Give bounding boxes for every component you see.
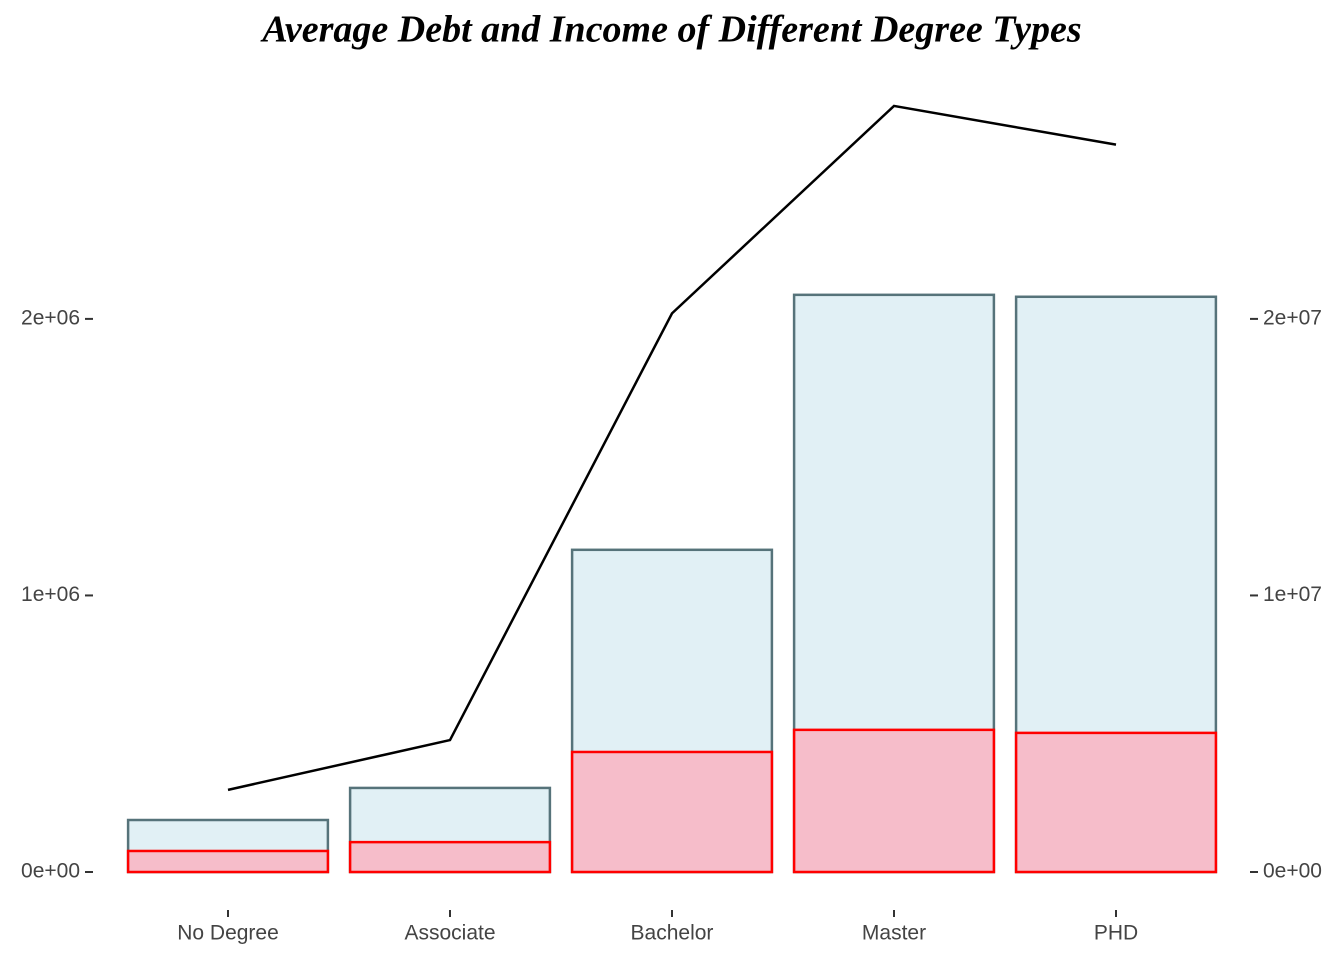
bar — [792, 728, 996, 874]
y-tick-label: 0e+00 — [21, 860, 80, 883]
x-tick-label: No Degree — [177, 922, 279, 945]
y-tick-label: 1e+06 — [21, 583, 80, 606]
bar — [1014, 731, 1218, 874]
y2-tick-label: 1e+07 — [1263, 583, 1322, 606]
x-tick-label: PHD — [1094, 922, 1138, 945]
y2-tick-label: 0e+00 — [1263, 860, 1322, 883]
y-tick-label: 2e+06 — [21, 306, 80, 329]
x-tick-label: Master — [862, 922, 926, 945]
bar — [126, 849, 330, 874]
chart-title: Average Debt and Income of Different Deg… — [260, 9, 1081, 51]
bar — [348, 840, 552, 874]
x-tick-label: Bachelor — [631, 922, 714, 945]
x-tick-label: Associate — [404, 922, 495, 945]
line — [227, 104, 1117, 792]
y2-tick-label: 2e+07 — [1263, 306, 1322, 329]
bar — [570, 750, 774, 874]
